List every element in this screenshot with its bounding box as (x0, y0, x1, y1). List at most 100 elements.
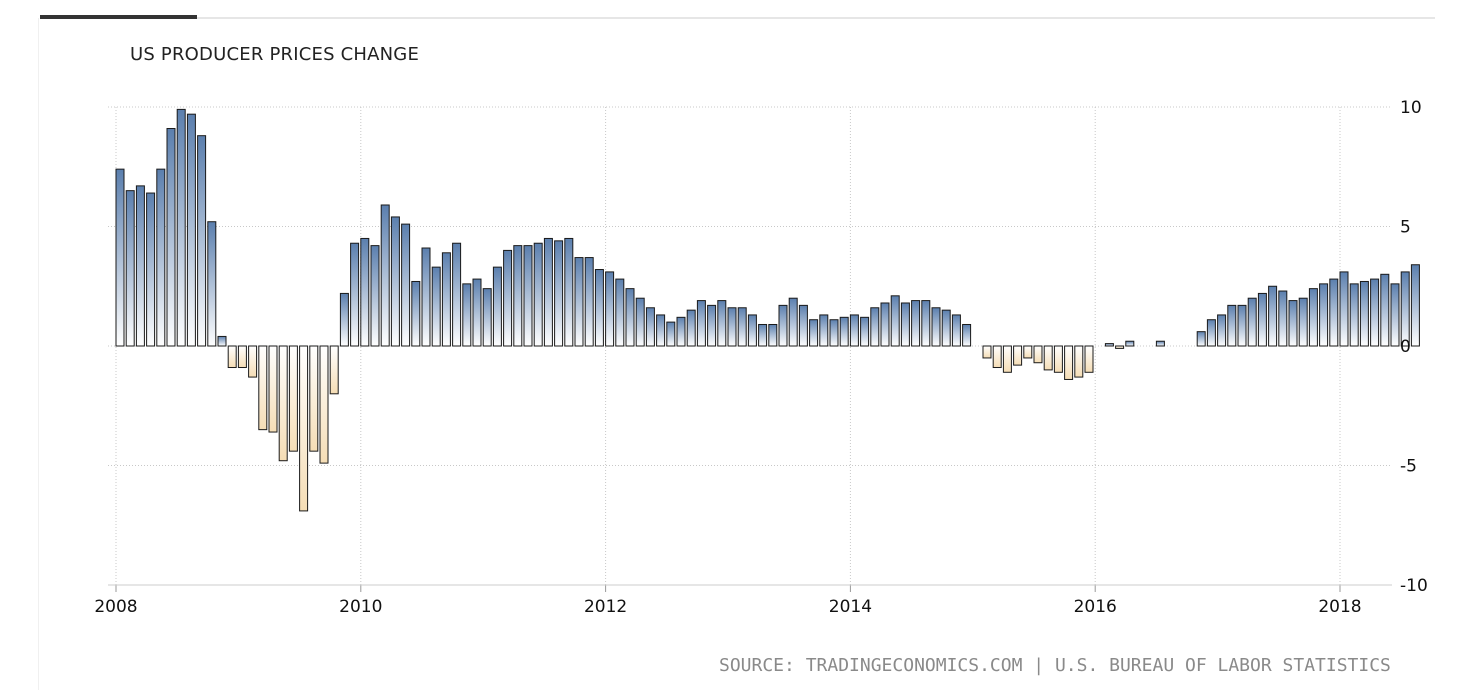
bar (1319, 283, 1329, 347)
bar (370, 245, 380, 347)
x-tick-label: 2008 (94, 597, 137, 617)
bar (319, 345, 329, 464)
x-tick-label: 2016 (1074, 597, 1117, 617)
bar (472, 278, 482, 347)
bar (921, 300, 931, 347)
x-axis-tick-labels: 2008 2010 2012 2014 2016 2018 (94, 597, 1361, 617)
bar (880, 302, 890, 347)
bar (1308, 288, 1318, 347)
bar-chart: 10 5 0 -5 -10 2008 2010 2012 2014 2016 2018 (94, 98, 1428, 617)
bar (900, 302, 910, 347)
bar (829, 319, 839, 347)
bar (360, 237, 370, 347)
bar (962, 323, 972, 347)
bar (1023, 345, 1033, 359)
bar (523, 245, 533, 347)
bar (1084, 345, 1094, 373)
bar (1400, 271, 1410, 347)
bar (727, 307, 737, 347)
bar (890, 295, 900, 347)
bar (686, 309, 696, 347)
bar (982, 345, 992, 359)
bar (350, 242, 360, 347)
bar (441, 252, 451, 347)
bar (941, 309, 951, 347)
bar (911, 300, 921, 347)
bar (1268, 285, 1278, 347)
bar (1410, 264, 1420, 347)
y-tick-label: -10 (1400, 576, 1428, 596)
bar (299, 345, 309, 512)
bar (135, 185, 145, 347)
bar (452, 242, 462, 347)
bar (768, 323, 778, 347)
bar (513, 245, 523, 347)
bar (268, 345, 278, 433)
bar (1390, 283, 1400, 347)
bar (278, 345, 288, 462)
x-tick-label: 2014 (829, 597, 872, 617)
bar (758, 323, 768, 347)
bar (1298, 297, 1308, 347)
bar (707, 304, 717, 347)
bar (645, 307, 655, 347)
bar (1349, 283, 1359, 347)
bar (635, 297, 645, 347)
bar (1227, 304, 1237, 347)
bar (1359, 280, 1369, 347)
y-tick-label: 0 (1400, 337, 1411, 357)
bar (788, 297, 798, 347)
bar (166, 128, 176, 347)
bar (248, 345, 258, 378)
bar (1064, 345, 1074, 380)
bar (798, 304, 808, 347)
x-tick-label: 2018 (1318, 597, 1361, 617)
bar (462, 283, 472, 347)
bar (390, 216, 400, 347)
panel-top-rule (40, 17, 1435, 19)
bar (839, 316, 849, 347)
bar (421, 247, 431, 347)
bar (380, 204, 390, 347)
bar (870, 307, 880, 347)
bar (1247, 297, 1257, 347)
bar (543, 237, 553, 347)
bar (747, 314, 757, 347)
bar (1339, 271, 1349, 347)
bar (503, 249, 513, 347)
bar (146, 192, 156, 347)
y-tick-label: 5 (1400, 218, 1411, 238)
bar (676, 316, 686, 347)
source-attribution: SOURCE: TRADINGECONOMICS.COM | U.S. BURE… (719, 655, 1391, 676)
bar (594, 269, 604, 347)
bar (1380, 273, 1390, 347)
bar (554, 240, 564, 347)
x-tick-label: 2010 (339, 597, 382, 617)
bar (1329, 278, 1339, 347)
y-axis-tick-labels: 10 5 0 -5 -10 (1400, 98, 1428, 596)
bar (1104, 343, 1114, 347)
bar (1370, 278, 1380, 347)
bar (1074, 345, 1084, 378)
bar (431, 266, 441, 347)
bar (992, 345, 1002, 369)
bar (1155, 340, 1165, 347)
bar (156, 168, 166, 347)
bar (615, 278, 625, 347)
y-tick-label: 10 (1400, 98, 1422, 118)
bar (1217, 314, 1227, 347)
bar (1053, 345, 1063, 373)
panel-left-border (38, 18, 39, 690)
bar (207, 221, 217, 347)
bar (227, 345, 237, 369)
bar (1237, 304, 1247, 347)
bar (931, 307, 941, 347)
bar (1125, 340, 1135, 347)
bar (819, 314, 829, 347)
bar (1002, 345, 1012, 373)
bar (217, 335, 227, 347)
bar (411, 280, 421, 347)
bar (584, 257, 594, 347)
bar (115, 168, 125, 347)
bar (329, 345, 339, 395)
